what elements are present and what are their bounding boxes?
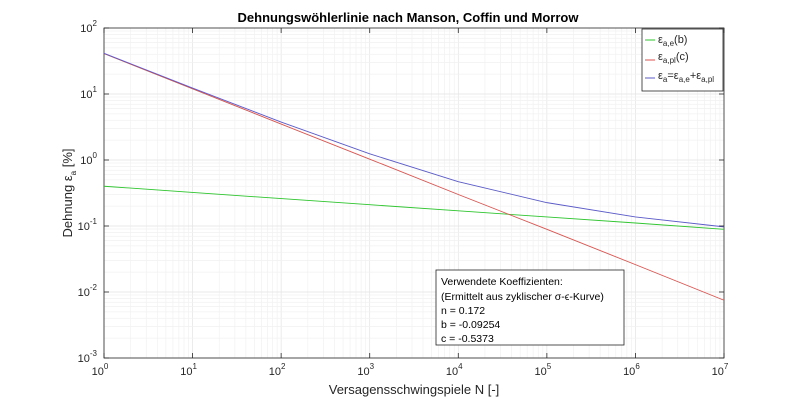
x-tick-label: 102 bbox=[269, 362, 286, 378]
legend-total-sub3: a,pl bbox=[701, 75, 714, 84]
legend-box bbox=[641, 28, 724, 92]
y-axis-label-prefix: Dehnung ε bbox=[60, 175, 75, 237]
legend: εa,e(b) εa,pl(c) εa=εa,e+εa,pl bbox=[641, 28, 724, 92]
y-axis-label-suffix: [%] bbox=[60, 148, 75, 170]
x-tick-label: 106 bbox=[623, 362, 640, 378]
legend-elastic-after: (b) bbox=[674, 34, 687, 46]
x-tick-label: 101 bbox=[180, 362, 197, 378]
y-tick-label: 10-2 bbox=[78, 283, 98, 299]
y-tick-label: 10-3 bbox=[78, 349, 98, 365]
x-tick-label-base: 10 bbox=[446, 366, 458, 378]
coefficient-line-n: n = 0.172 bbox=[441, 305, 485, 317]
y-tick-label-base: 10 bbox=[78, 353, 90, 365]
y-axis-label-sub: a bbox=[69, 170, 78, 175]
y-tick-label-exponent: 0 bbox=[93, 151, 98, 160]
coefficient-line-heading: Verwendete Koeffizienten: bbox=[441, 276, 563, 288]
legend-elastic-main: ε bbox=[658, 34, 663, 46]
x-tick-label-exponent: 3 bbox=[370, 362, 375, 371]
series-line-plastic bbox=[103, 53, 725, 301]
x-tick-label-base: 10 bbox=[357, 366, 369, 378]
x-tick-label: 105 bbox=[535, 362, 552, 378]
y-tick-label: 101 bbox=[80, 85, 97, 101]
x-tick-label-exponent: 7 bbox=[724, 362, 729, 371]
coefficient-box: Verwendete Koeffizienten: (Ermittelt aus… bbox=[435, 269, 625, 346]
legend-total-main: ε bbox=[658, 70, 663, 82]
legend-total-sub: a bbox=[663, 75, 668, 84]
y-tick-label-exponent: -1 bbox=[90, 217, 98, 226]
y-tick-label-exponent: 2 bbox=[93, 19, 98, 28]
plot-area-frame bbox=[103, 27, 725, 359]
y-tick-label-base: 10 bbox=[78, 287, 90, 299]
x-tick-label: 104 bbox=[446, 362, 463, 378]
y-axis-label: Dehnung εa [%] bbox=[60, 148, 78, 237]
y-tick-label: 10-1 bbox=[78, 217, 98, 233]
legend-total-after2: +ε bbox=[690, 70, 701, 82]
coefficient-line-c: c = -0.5373 bbox=[441, 333, 494, 345]
y-tick-label-exponent: -2 bbox=[90, 283, 98, 292]
x-tick-label-base: 10 bbox=[180, 366, 192, 378]
legend-label-total: εa=εa,e+εa,pl bbox=[658, 70, 714, 84]
legend-total-after: =ε bbox=[667, 70, 678, 82]
y-tick-label: 100 bbox=[80, 151, 97, 167]
legend-label-elastic: εa,e(b) bbox=[658, 34, 687, 48]
y-tick-label-base: 10 bbox=[80, 23, 92, 35]
series-line-elastic bbox=[103, 185, 725, 230]
x-tick-label-exponent: 1 bbox=[192, 362, 197, 371]
x-tick-label-exponent: 6 bbox=[635, 362, 640, 371]
x-axis-label: Versagensschwingspiele N [-] bbox=[329, 382, 500, 397]
coefficient-box-frame bbox=[435, 269, 625, 346]
y-tick-label-exponent: 1 bbox=[93, 85, 98, 94]
x-tick-label: 100 bbox=[92, 362, 109, 378]
x-tick-label-exponent: 5 bbox=[547, 362, 552, 371]
y-tick-label-exponent: -3 bbox=[90, 349, 98, 358]
y-tick-label-base: 10 bbox=[80, 89, 92, 101]
x-tick-label-base: 10 bbox=[535, 366, 547, 378]
x-tick-label: 103 bbox=[357, 362, 374, 378]
x-tick-label-base: 10 bbox=[623, 366, 635, 378]
coefficient-line-source: (Ermittelt aus zyklischer σ-ϵ-Kurve) bbox=[441, 291, 604, 303]
coefficient-line-b: b = -0.09254 bbox=[441, 319, 500, 331]
y-tick-label: 102 bbox=[80, 19, 97, 35]
axis-ticks: 100 101 102 103 104 105 106 10710-310-210-11001… bbox=[78, 19, 729, 378]
x-tick-label-exponent: 0 bbox=[104, 362, 109, 371]
x-tick-label-exponent: 4 bbox=[458, 362, 463, 371]
x-tick-label-base: 10 bbox=[269, 366, 281, 378]
legend-plastic-sub: a,pl bbox=[663, 56, 676, 65]
x-tick-label: 107 bbox=[712, 362, 729, 378]
x-tick-label-base: 10 bbox=[92, 366, 104, 378]
legend-label-plastic: εa,pl(c) bbox=[658, 51, 689, 65]
x-tick-label-base: 10 bbox=[712, 366, 724, 378]
y-tick-label-base: 10 bbox=[78, 221, 90, 233]
x-tick-label-exponent: 2 bbox=[281, 362, 286, 371]
chart-title: Dehnungswöhlerlinie nach Manson, Coffin … bbox=[238, 10, 580, 25]
series-line-total bbox=[103, 52, 725, 228]
legend-elastic-sub: a,e bbox=[663, 39, 675, 48]
legend-plastic-after: (c) bbox=[676, 51, 689, 63]
legend-total-sub2: a,e bbox=[679, 75, 691, 84]
legend-plastic-main: ε bbox=[658, 51, 663, 63]
series-group bbox=[103, 52, 725, 301]
y-tick-label-base: 10 bbox=[80, 155, 92, 167]
